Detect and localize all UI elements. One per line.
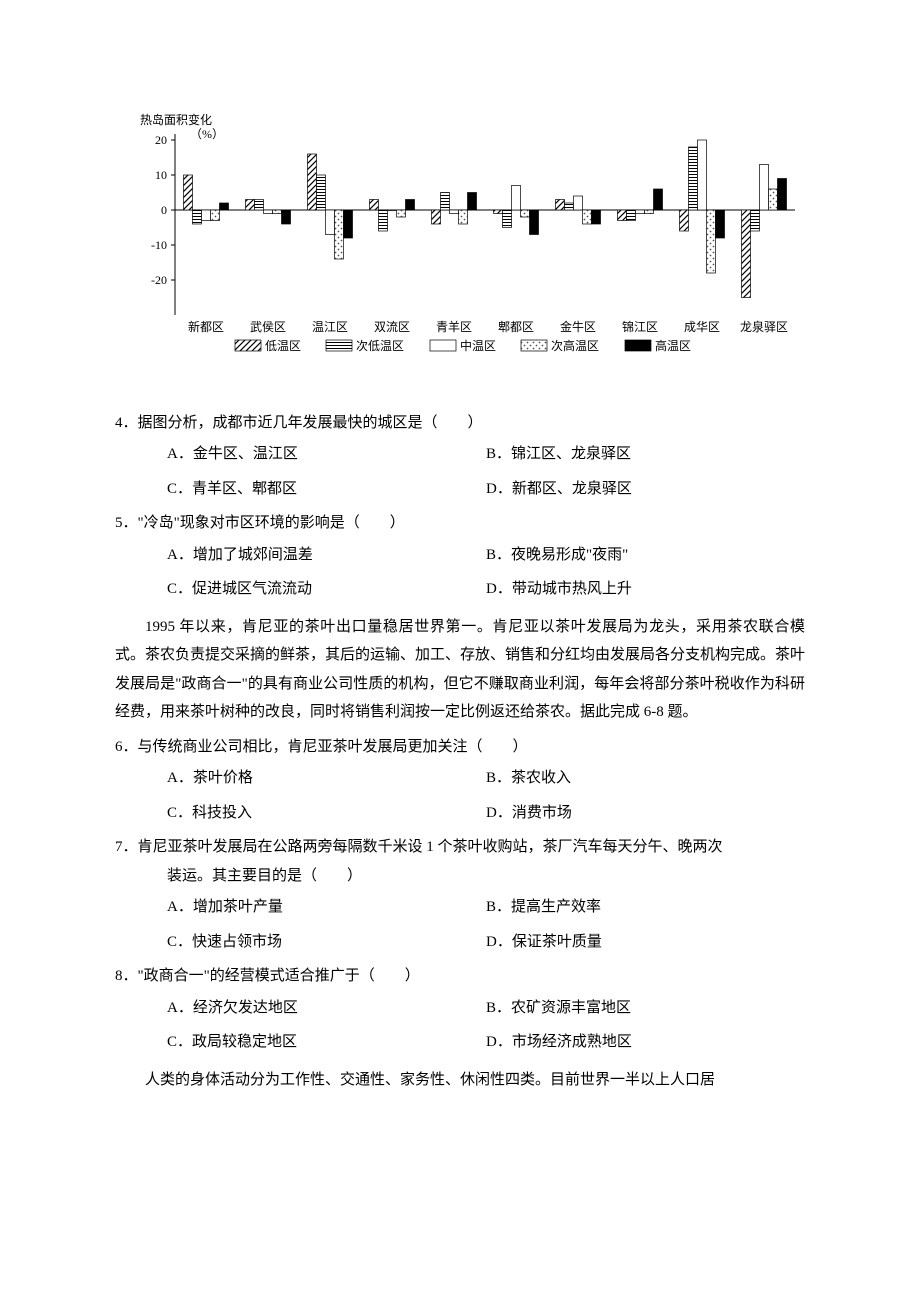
q4-text: 4．据图分析，成都市近几年发展最快的城区是（ ） xyxy=(115,409,805,438)
q6-opt-b: B．茶农收入 xyxy=(486,761,805,796)
page: 热岛面积变化（%） -20 -10 0 10 20 新都区 武侯区 温江区 双流区 青羊区 郫都区 金牛… xyxy=(0,0,920,1140)
q4-opt-a: A．金牛区、温江区 xyxy=(167,437,486,472)
q8-options: A．经济欠发达地区 B．农矿资源丰富地区 C．政局较稳定地区 D．市场经济成熟地… xyxy=(115,991,805,1060)
q5-options: A．增加了城郊间温差 B．夜晚易形成"夜雨" C．促进城区气流流动 D．带动城市… xyxy=(115,538,805,607)
chart-svg: 热岛面积变化（%） -20 -10 0 10 20 新都区 武侯区 温江区 双流区 青羊区 郫都区 金牛… xyxy=(115,110,805,380)
question-7: 7．肯尼亚茶叶发展局在公路两旁每隔数千米设 1 个茶叶收购站，茶厂汽车每天分午、… xyxy=(115,833,805,959)
q7-options: A．增加茶叶产量 B．提高生产效率 C．快速占领市场 D．保证茶叶质量 xyxy=(115,890,805,959)
q6-text: 6．与传统商业公司相比，肯尼亚茶叶发展局更加关注（ ） xyxy=(115,733,805,762)
svg-text:0: 0 xyxy=(161,203,167,217)
svg-text:（%）: （%） xyxy=(190,127,224,141)
q4-opt-b: B．锦江区、龙泉驿区 xyxy=(486,437,805,472)
svg-text:热岛面积变化: 热岛面积变化 xyxy=(140,112,212,127)
q5-text: 5．"冷岛"现象对市区环境的影响是（ ） xyxy=(115,509,805,538)
q5-opt-d: D．带动城市热风上升 xyxy=(486,572,805,607)
q8-opt-c: C．政局较稳定地区 xyxy=(167,1025,486,1060)
svg-text:成华区: 成华区 xyxy=(684,320,720,334)
svg-text:-10: -10 xyxy=(151,238,167,252)
svg-text:锦江区: 锦江区 xyxy=(622,320,658,334)
q7-opt-a: A．增加茶叶产量 xyxy=(167,890,486,925)
question-8: 8．"政商合一"的经营模式适合推广于（ ） A．经济欠发达地区 B．农矿资源丰富… xyxy=(115,962,805,1060)
svg-text:10: 10 xyxy=(155,168,167,182)
q7-opt-d: D．保证茶叶质量 xyxy=(486,925,805,960)
q7-opt-b: B．提高生产效率 xyxy=(486,890,805,925)
q5-opt-a: A．增加了城郊间温差 xyxy=(167,538,486,573)
q7-text: 7．肯尼亚茶叶发展局在公路两旁每隔数千米设 1 个茶叶收购站，茶厂汽车每天分午、… xyxy=(115,833,805,862)
q6-opt-d: D．消费市场 xyxy=(486,796,805,831)
q6-options: A．茶叶价格 B．茶农收入 C．科技投入 D．消费市场 xyxy=(115,761,805,830)
q6-opt-c: C．科技投入 xyxy=(167,796,486,831)
q8-opt-d: D．市场经济成熟地区 xyxy=(486,1025,805,1060)
passage-body-activity: 人类的身体活动分为工作性、交通性、家务性、休闲性四类。目前世界一半以上人口居 xyxy=(115,1066,805,1095)
q8-opt-b: B．农矿资源丰富地区 xyxy=(486,991,805,1026)
svg-text:金牛区: 金牛区 xyxy=(560,319,596,334)
heat-island-chart: 热岛面积变化（%） -20 -10 0 10 20 新都区 武侯区 温江区 双流区 青羊区 郫都区 金牛… xyxy=(115,110,805,391)
question-5: 5．"冷岛"现象对市区环境的影响是（ ） A．增加了城郊间温差 B．夜晚易形成"… xyxy=(115,509,805,607)
question-4: 4．据图分析，成都市近几年发展最快的城区是（ ） A．金牛区、温江区 B．锦江区… xyxy=(115,409,805,507)
q5-opt-c: C．促进城区气流流动 xyxy=(167,572,486,607)
svg-text:中温区: 中温区 xyxy=(460,338,496,353)
svg-text:低温区: 低温区 xyxy=(265,339,301,353)
q4-opt-d: D．新都区、龙泉驿区 xyxy=(486,472,805,507)
q6-opt-a: A．茶叶价格 xyxy=(167,761,486,796)
q4-opt-c: C．青羊区、郫都区 xyxy=(167,472,486,507)
svg-text:-20: -20 xyxy=(151,273,167,287)
svg-text:青羊区: 青羊区 xyxy=(436,319,472,334)
passage-kenya-tea: 1995 年以来，肯尼亚的茶叶出口量稳居世界第一。肯尼亚以茶叶发展局为龙头，采用… xyxy=(115,613,805,727)
svg-text:高温区: 高温区 xyxy=(655,338,691,353)
svg-text:龙泉驿区: 龙泉驿区 xyxy=(740,320,788,334)
svg-text:新都区: 新都区 xyxy=(188,319,224,334)
svg-text:次高温区: 次高温区 xyxy=(551,338,599,353)
q7-text2: 装运。其主要目的是（ ） xyxy=(115,862,805,891)
q7-opt-c: C．快速占领市场 xyxy=(167,925,486,960)
svg-text:武侯区: 武侯区 xyxy=(250,320,286,334)
q8-text: 8．"政商合一"的经营模式适合推广于（ ） xyxy=(115,962,805,991)
svg-text:20: 20 xyxy=(155,133,167,147)
svg-text:郫都区: 郫都区 xyxy=(498,319,534,334)
svg-text:次低温区: 次低温区 xyxy=(356,339,404,353)
q5-opt-b: B．夜晚易形成"夜雨" xyxy=(486,538,805,573)
svg-text:双流区: 双流区 xyxy=(374,320,410,334)
q4-options: A．金牛区、温江区 B．锦江区、龙泉驿区 C．青羊区、郫都区 D．新都区、龙泉驿… xyxy=(115,437,805,506)
q8-opt-a: A．经济欠发达地区 xyxy=(167,991,486,1026)
question-6: 6．与传统商业公司相比，肯尼亚茶叶发展局更加关注（ ） A．茶叶价格 B．茶农收… xyxy=(115,733,805,831)
svg-text:温江区: 温江区 xyxy=(312,320,348,334)
